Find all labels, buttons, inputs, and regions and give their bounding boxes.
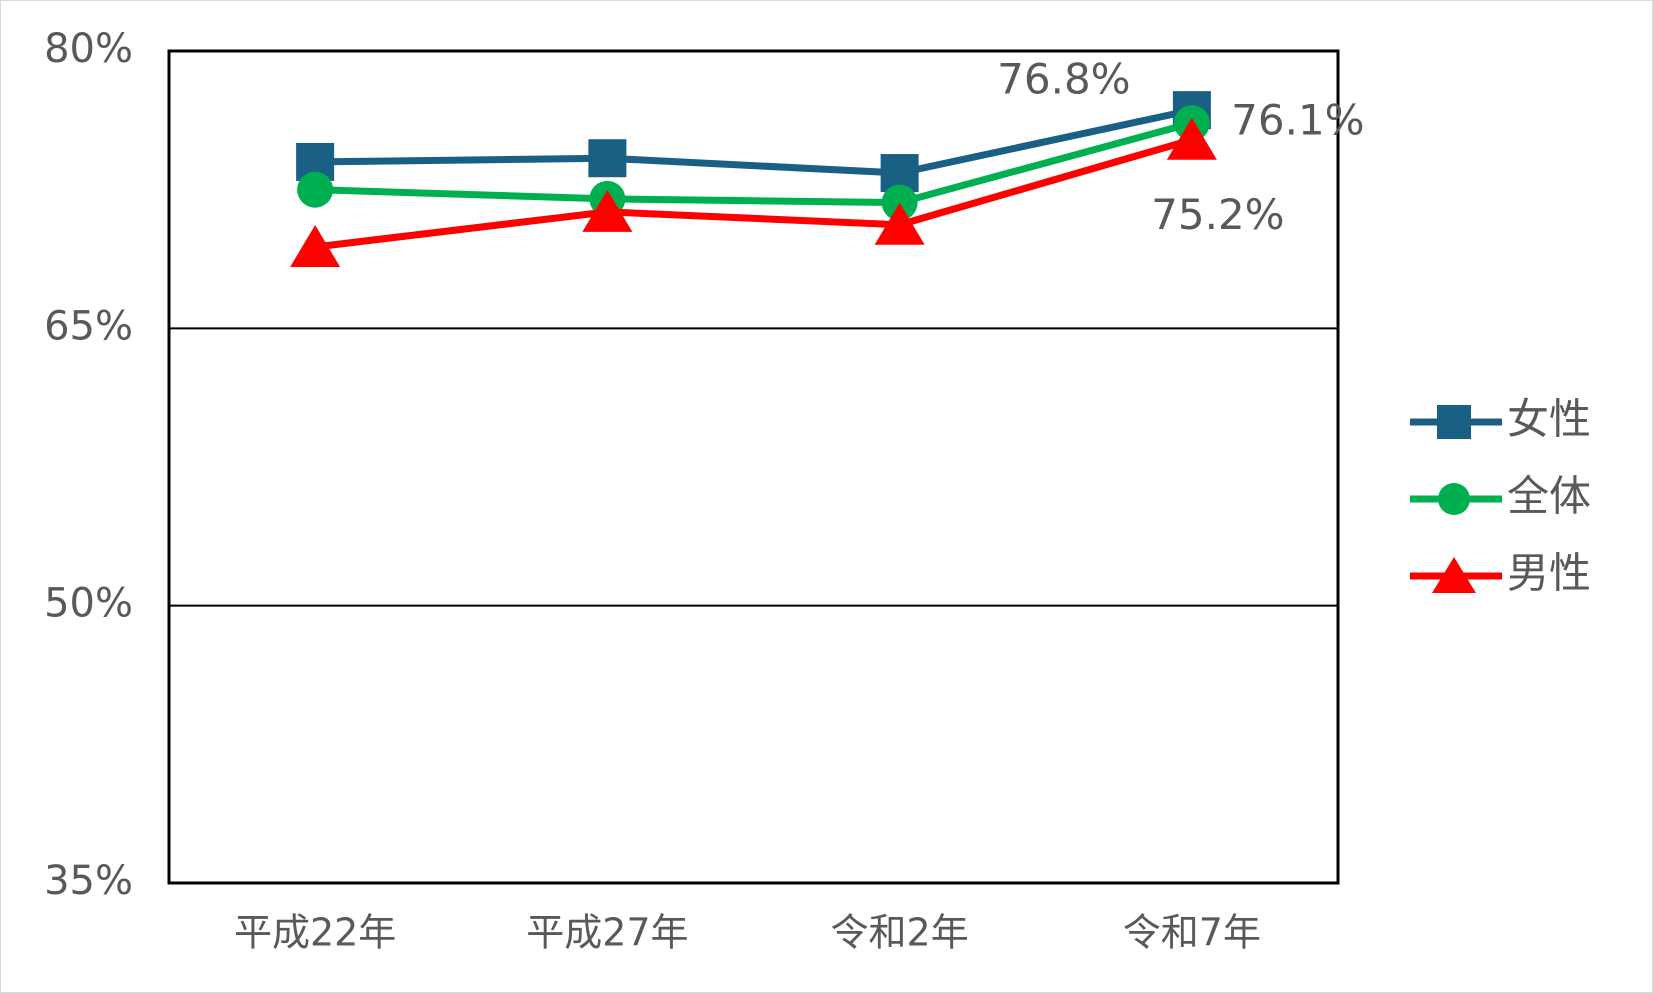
legend-marker xyxy=(1432,557,1476,593)
marker xyxy=(881,184,918,221)
series: 76.8% xyxy=(296,55,1211,193)
plot-border xyxy=(167,49,1340,885)
data-label: 76.8% xyxy=(997,55,1130,104)
y-tick-label: 50% xyxy=(44,581,133,627)
series-line xyxy=(315,119,1193,207)
y-tick-label: 65% xyxy=(44,303,133,349)
data-label: 76.1% xyxy=(1231,96,1364,145)
x-tick-label: 平成27年 xyxy=(526,911,688,955)
marker xyxy=(290,224,341,267)
series-line xyxy=(315,106,1193,177)
x-tick-label: 令和2年 xyxy=(831,911,969,955)
marker xyxy=(297,171,334,208)
marker xyxy=(588,139,627,178)
x-tick-label: 平成22年 xyxy=(234,911,396,955)
marker xyxy=(874,202,925,245)
marker xyxy=(1166,117,1217,160)
x-tick-label: 令和7年 xyxy=(1123,911,1261,955)
legend-marker xyxy=(1438,483,1470,515)
y-tick-label: 80% xyxy=(44,26,133,72)
legend-label: 全体 xyxy=(1507,472,1591,521)
legend-marker xyxy=(1437,405,1471,439)
legend-label: 女性 xyxy=(1507,395,1591,444)
legend-label: 男性 xyxy=(1507,549,1591,598)
series-line xyxy=(314,136,1193,251)
marker xyxy=(582,189,633,232)
data-label: 75.2% xyxy=(1151,190,1284,239)
series: 75.2% xyxy=(290,117,1285,267)
y-tick-label: 35% xyxy=(44,858,133,904)
